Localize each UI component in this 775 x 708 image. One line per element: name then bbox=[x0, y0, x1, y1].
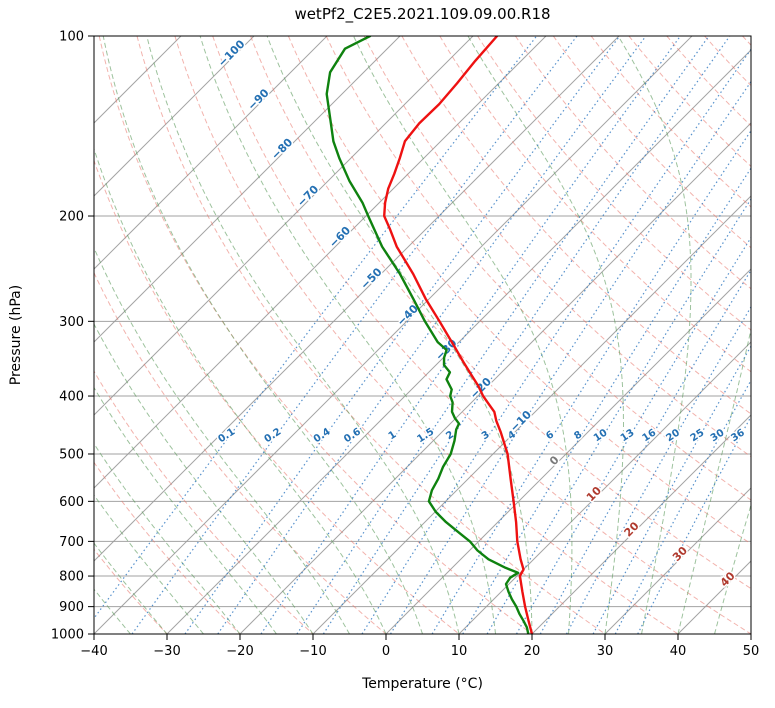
x-tick-label: 0 bbox=[382, 644, 390, 659]
dewpoint-curve bbox=[325, 36, 530, 634]
y-tick-label: 400 bbox=[59, 390, 84, 405]
x-tick-label: 50 bbox=[743, 644, 760, 659]
x-tick-label: 20 bbox=[524, 644, 541, 659]
y-tick-label: 300 bbox=[59, 315, 84, 330]
x-tick-label: 40 bbox=[670, 644, 687, 659]
y-tick-label: 900 bbox=[59, 600, 84, 615]
chart-title: wetPf2_C2E5.2021.109.09.00.R18 bbox=[294, 5, 551, 23]
temperature-curve bbox=[383, 36, 534, 634]
x-tick-label: 30 bbox=[597, 644, 614, 659]
y-tick-label: 500 bbox=[59, 447, 84, 462]
x-tick-label: −30 bbox=[153, 644, 180, 659]
y-axis-label: Pressure (hPa) bbox=[8, 284, 24, 386]
isotherms bbox=[94, 36, 751, 634]
plot-frame bbox=[93, 35, 752, 635]
x-tick-label: −10 bbox=[299, 644, 326, 659]
y-tick-label: 800 bbox=[59, 570, 84, 585]
x-axis: −40 −30 −20 −10 0 10 20 30 40 50 bbox=[80, 634, 759, 659]
y-tick-label: 1000 bbox=[51, 628, 84, 643]
y-tick-label: 700 bbox=[59, 535, 84, 550]
y-tick-label: 100 bbox=[59, 30, 84, 45]
y-tick-label: 200 bbox=[59, 210, 84, 225]
x-axis-label: Temperature (°C) bbox=[362, 676, 483, 692]
moist-adiabats bbox=[94, 36, 751, 634]
x-tick-label: −40 bbox=[80, 644, 107, 659]
pressure-gridlines bbox=[94, 36, 751, 634]
x-tick-label: −20 bbox=[226, 644, 253, 659]
y-axis: 100 200 300 400 500 600 700 800 900 1000 bbox=[51, 30, 94, 643]
y-tick-label: 600 bbox=[59, 495, 84, 510]
x-tick-label: 10 bbox=[451, 644, 468, 659]
mixing-ratio-lines bbox=[94, 36, 751, 634]
